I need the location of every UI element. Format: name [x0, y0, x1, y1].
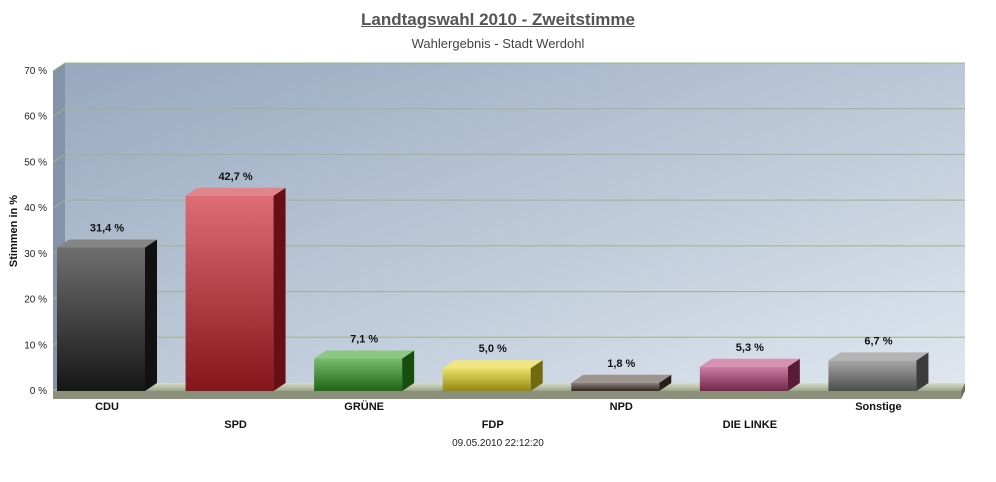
- bar-top: [571, 374, 672, 383]
- y-axis-title: Stimmen in %: [8, 195, 20, 267]
- chart-subtitle: Wahlergebnis - Stadt Werdohl: [411, 36, 585, 51]
- bar-die-linke: [699, 358, 800, 391]
- x-tick-label: FDP: [482, 419, 504, 431]
- bar-side: [145, 239, 157, 391]
- bar-gr-ne: [314, 350, 415, 391]
- bar-value-label: 42,7 %: [218, 171, 252, 183]
- bar-value-label: 31,4 %: [90, 222, 124, 234]
- bar-side: [530, 360, 543, 391]
- bar-front: [314, 358, 403, 391]
- labels: 31,4 % CDU 42,7 % SPD 7,1 % GRÜNE 5,0 % FDP 1,8 …: [90, 171, 902, 431]
- bar-top: [57, 239, 157, 248]
- bars: [57, 187, 929, 391]
- bar-front: [185, 195, 274, 391]
- bar-side: [659, 374, 672, 391]
- bar-front: [571, 382, 660, 391]
- bar-top: [185, 187, 286, 196]
- chart-title: Landtagswahl 2010 - Zweitstimme: [361, 10, 635, 29]
- bar-side: [273, 187, 286, 391]
- x-tick-label: Sonstige: [855, 401, 901, 413]
- y-tick-label: 30 %: [24, 249, 47, 260]
- bar-front: [57, 247, 145, 391]
- bar-side: [916, 352, 929, 391]
- x-tick-label: CDU: [95, 401, 119, 413]
- y-tick-label: 70 %: [24, 66, 47, 77]
- y-tick-label: 40 %: [24, 203, 47, 214]
- bar-sonstige: [828, 352, 929, 391]
- y-tick-label: 10 %: [24, 340, 47, 351]
- x-tick-label: DIE LINKE: [723, 419, 777, 431]
- bar-top: [699, 358, 800, 367]
- x-tick-label: NPD: [610, 401, 633, 413]
- bar-top: [314, 350, 415, 359]
- x-tick-label: SPD: [224, 419, 247, 431]
- y-tick-label: 0 %: [30, 386, 47, 397]
- y-tick-label: 20 %: [24, 295, 47, 306]
- bar-value-label: 7,1 %: [350, 334, 378, 346]
- bar-cdu: [57, 239, 157, 391]
- x-tick-label: GRÜNE: [344, 400, 384, 413]
- gridline-depth: [52, 62, 66, 72]
- gridline-depth: [52, 108, 66, 118]
- gridline-depth: [52, 154, 66, 163]
- bar-top: [442, 360, 543, 369]
- y-axis: 0 % 10 % 20 % 30 % 40 % 50 % 60 % 70 % Stimmen i…: [8, 66, 47, 397]
- plot-floor-front: [53, 391, 961, 399]
- chart-footer-timestamp: 09.05.2010 22:12:20: [452, 438, 544, 449]
- y-tick-label: 50 %: [24, 157, 47, 168]
- bar-value-label: 6,7 %: [864, 335, 892, 347]
- bar-front: [828, 360, 917, 391]
- bar-value-label: 5,3 %: [736, 342, 764, 354]
- bar-spd: [185, 187, 286, 391]
- bar-fdp: [442, 360, 543, 391]
- bar-side: [787, 358, 800, 391]
- gridline-depth: [52, 199, 66, 209]
- plot-floor-side: [961, 383, 965, 399]
- bar-side: [402, 350, 415, 391]
- bar-value-label: 5,0 %: [479, 343, 507, 355]
- bar-front: [699, 366, 788, 391]
- bar-front: [442, 368, 531, 391]
- y-tick-label: 60 %: [24, 112, 47, 123]
- bar-value-label: 1,8 %: [607, 358, 635, 370]
- bar-top: [828, 352, 929, 361]
- bar-npd: [571, 374, 672, 391]
